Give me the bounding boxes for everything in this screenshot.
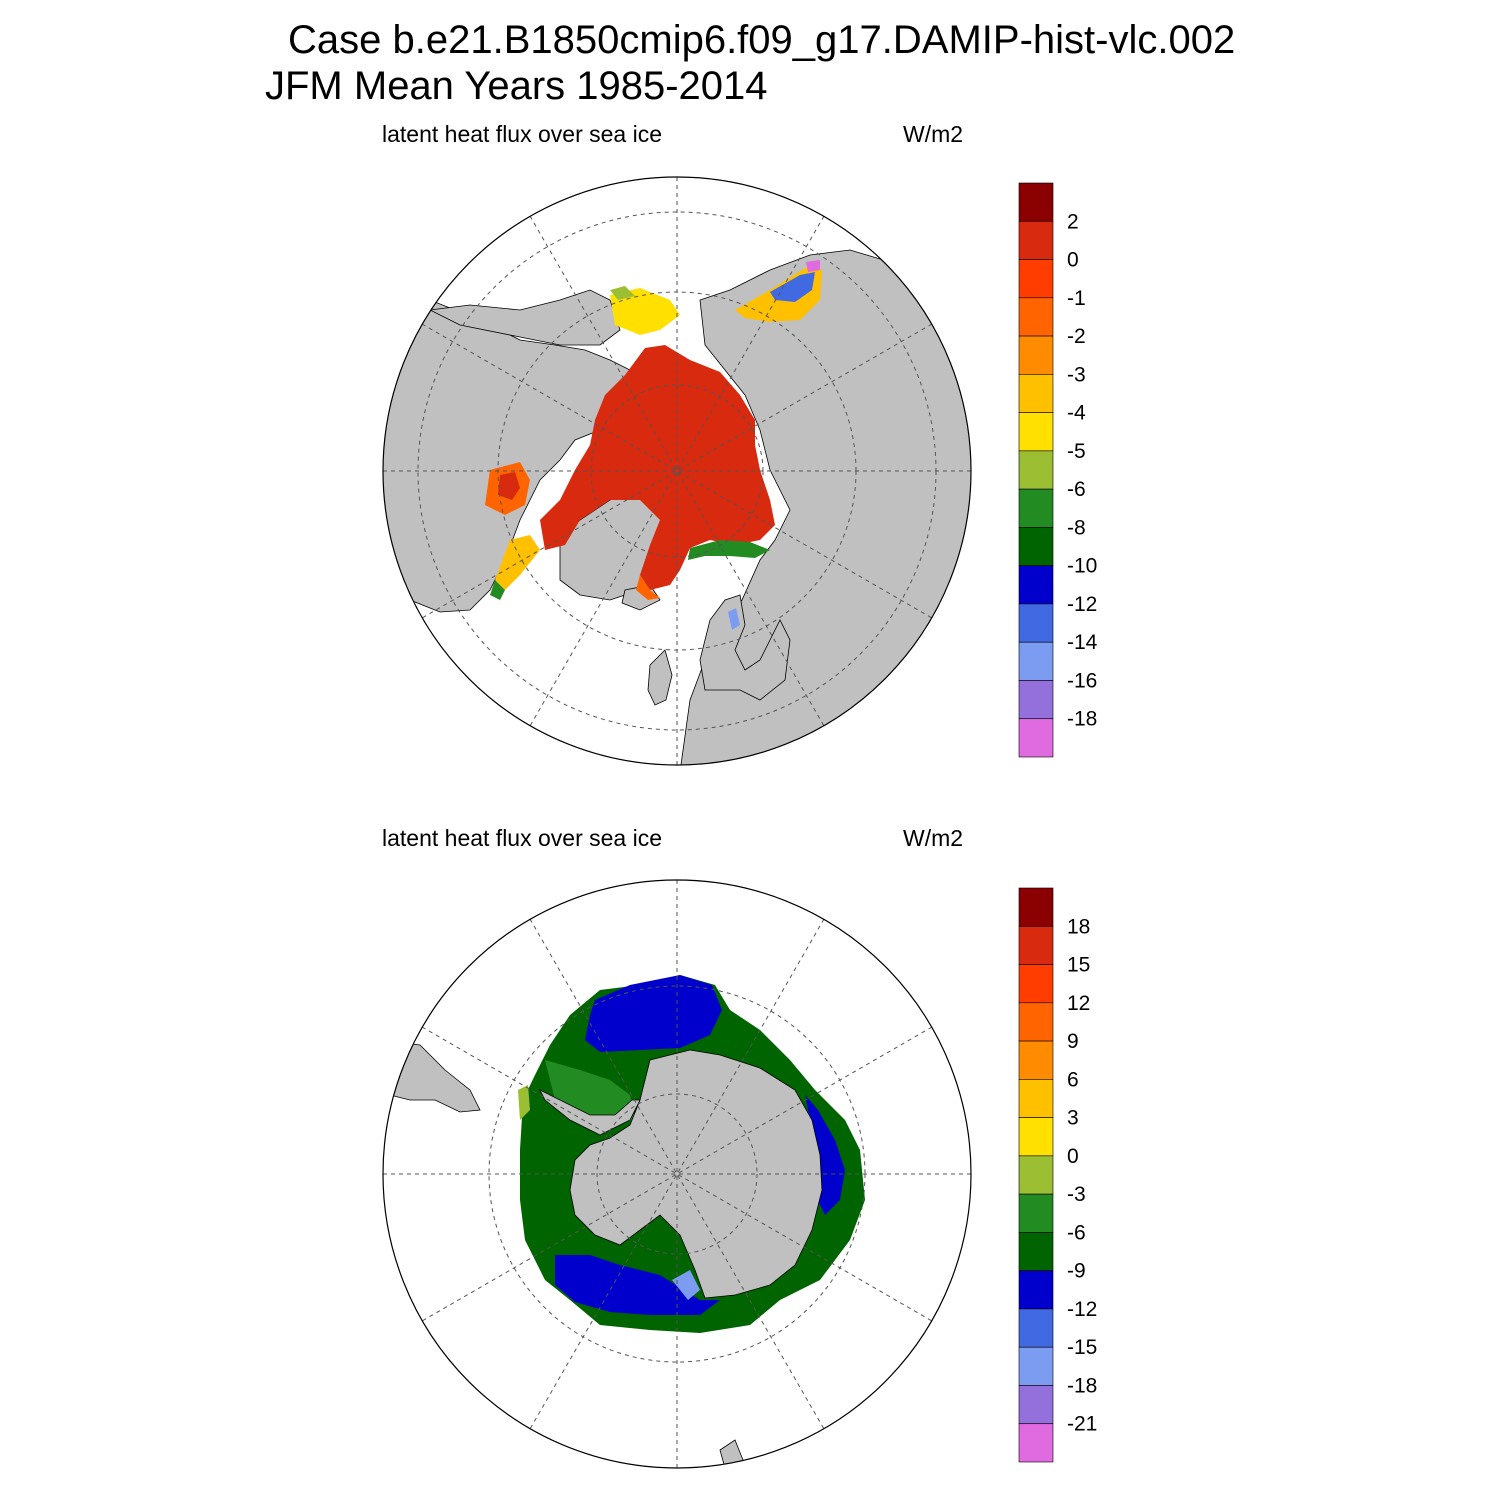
south-graticule (383, 880, 971, 1468)
north-land-north-america (383, 299, 641, 613)
north-land-britain (647, 649, 673, 706)
north-land-scandinavia (699, 594, 791, 701)
south-variable-label: latent heat flux over sea ice (382, 825, 662, 851)
north-colorbar-swatch (1018, 412, 1054, 452)
north-colorbar-swatch (1018, 680, 1054, 720)
south-sea-ice-blue-atlantic (585, 975, 722, 1052)
south-colorbar-swatch (1018, 1117, 1054, 1157)
plot-title-period: JFM Mean Years 1985-2014 (265, 64, 768, 108)
south-colorbar-swatch (1018, 1385, 1054, 1425)
south-colorbar-label: -12 (1067, 1298, 1097, 1321)
north-colorbar-swatch (1018, 335, 1054, 375)
south-colorbar-swatch (1018, 1346, 1054, 1386)
south-polar-map (383, 975, 865, 1468)
north-sea-ice-hudson-core (498, 472, 520, 500)
north-sea-ice-baltic (728, 608, 740, 630)
south-colorbar-label: -9 (1067, 1260, 1086, 1283)
north-colorbar-swatch (1018, 527, 1054, 566)
south-sea-ice-lightblue-ross (672, 1270, 700, 1300)
south-colorbar-swatch (1018, 1423, 1054, 1463)
north-sea-ice-edge-atlantic (688, 540, 770, 560)
south-sea-ice-blue-indian (805, 1095, 845, 1215)
north-sea-ice-labrador (495, 535, 540, 590)
south-colorbar-swatch (1018, 964, 1054, 1004)
south-colorbar-label: -21 (1067, 1413, 1097, 1436)
north-colorbar-swatch (1018, 488, 1054, 528)
south-colorbar-label: -6 (1067, 1221, 1086, 1244)
south-sea-ice-weddell (545, 1060, 635, 1125)
north-colorbar-label: -8 (1067, 516, 1086, 539)
south-colorbar-swatch (1018, 1002, 1054, 1042)
north-colorbar-swatch (1018, 220, 1054, 260)
north-variable-label: latent heat flux over sea ice (382, 121, 662, 147)
north-colorbar-swatch (1018, 641, 1054, 681)
south-units-label: W/m2 (903, 825, 964, 851)
north-colorbar-label: -12 (1067, 593, 1097, 616)
north-sea-ice-edge-greenland (636, 575, 660, 600)
north-colorbar-swatch (1018, 450, 1054, 490)
south-colorbar-label: 15 (1067, 954, 1090, 977)
north-sea-ice-okhotsk-blue (770, 272, 815, 302)
south-colorbar-label: -15 (1067, 1336, 1097, 1359)
south-colorbar-swatch (1018, 925, 1054, 965)
south-colorbar-label: 6 (1067, 1068, 1079, 1091)
south-colorbar-label: 3 (1067, 1107, 1079, 1130)
north-colorbar-swatch (1018, 565, 1054, 605)
south-colorbar-label: 18 (1067, 915, 1090, 938)
north-colorbar: 2 0 -1 -2 -3 -4 -5 -6 -8 -10 -12 -14 -16 -18 (1018, 182, 1098, 758)
north-colorbar-label: -1 (1067, 287, 1086, 310)
north-colorbar-label: -6 (1067, 478, 1086, 501)
north-colorbar-swatch (1018, 603, 1054, 643)
north-sea-ice-arctic (540, 345, 775, 590)
north-graticule (383, 177, 971, 765)
south-colorbar-swatch (1018, 1193, 1054, 1233)
south-colorbar-swatch (1018, 1308, 1054, 1348)
south-colorbar-label: 9 (1067, 1030, 1079, 1053)
south-map-border (382, 879, 972, 1469)
north-units-label: W/m2 (903, 121, 964, 147)
south-colorbar-label: 0 (1067, 1145, 1079, 1168)
north-sea-ice-bering (610, 288, 680, 335)
north-map-border (382, 176, 972, 766)
south-colorbar-swatch (1018, 1079, 1054, 1118)
south-colorbar-label: -3 (1067, 1183, 1086, 1206)
north-colorbar-label: -16 (1067, 669, 1097, 692)
north-colorbar-label: -4 (1067, 402, 1086, 425)
north-colorbar-label: -2 (1067, 325, 1086, 348)
north-sea-ice-okhotsk-pink (806, 260, 820, 272)
south-colorbar-label: 12 (1067, 992, 1090, 1015)
south-colorbar-swatch (1018, 1155, 1054, 1195)
south-colorbar-swatch (1018, 1270, 1054, 1310)
north-colorbar-swatch (1018, 718, 1054, 758)
south-sea-ice-yellowgreen (518, 1085, 530, 1120)
south-land-south-america (383, 1039, 481, 1113)
north-colorbar-swatch (1018, 297, 1054, 337)
south-colorbar-swatch (1018, 1040, 1054, 1080)
north-colorbar-label: -18 (1067, 708, 1097, 731)
south-colorbar-swatch (1018, 887, 1054, 927)
north-colorbar-label: -3 (1067, 363, 1086, 386)
north-sea-ice-bering-edge (610, 286, 635, 300)
north-colorbar-swatch (1018, 182, 1054, 222)
north-colorbar-label: -14 (1067, 631, 1098, 654)
south-colorbar: 18 15 12 9 6 3 0 -3 -6 -9 -12 -15 -18 -21 (1018, 887, 1097, 1463)
plot-title-case: Case b.e21.B1850cmip6.f09_g17.DAMIP-hist… (288, 18, 1236, 62)
south-sea-ice-blue-ross (555, 1255, 720, 1315)
north-colorbar-label: 2 (1067, 210, 1079, 233)
north-polar-map (383, 249, 971, 765)
north-sea-ice-labrador-edge (490, 580, 505, 600)
south-colorbar-label: -18 (1067, 1374, 1097, 1397)
north-colorbar-swatch (1018, 374, 1054, 413)
north-colorbar-swatch (1018, 259, 1054, 299)
north-colorbar-label: 0 (1067, 249, 1079, 272)
north-colorbar-label: -5 (1067, 440, 1086, 463)
south-colorbar-swatch (1018, 1232, 1054, 1271)
north-colorbar-label: -10 (1067, 555, 1097, 578)
